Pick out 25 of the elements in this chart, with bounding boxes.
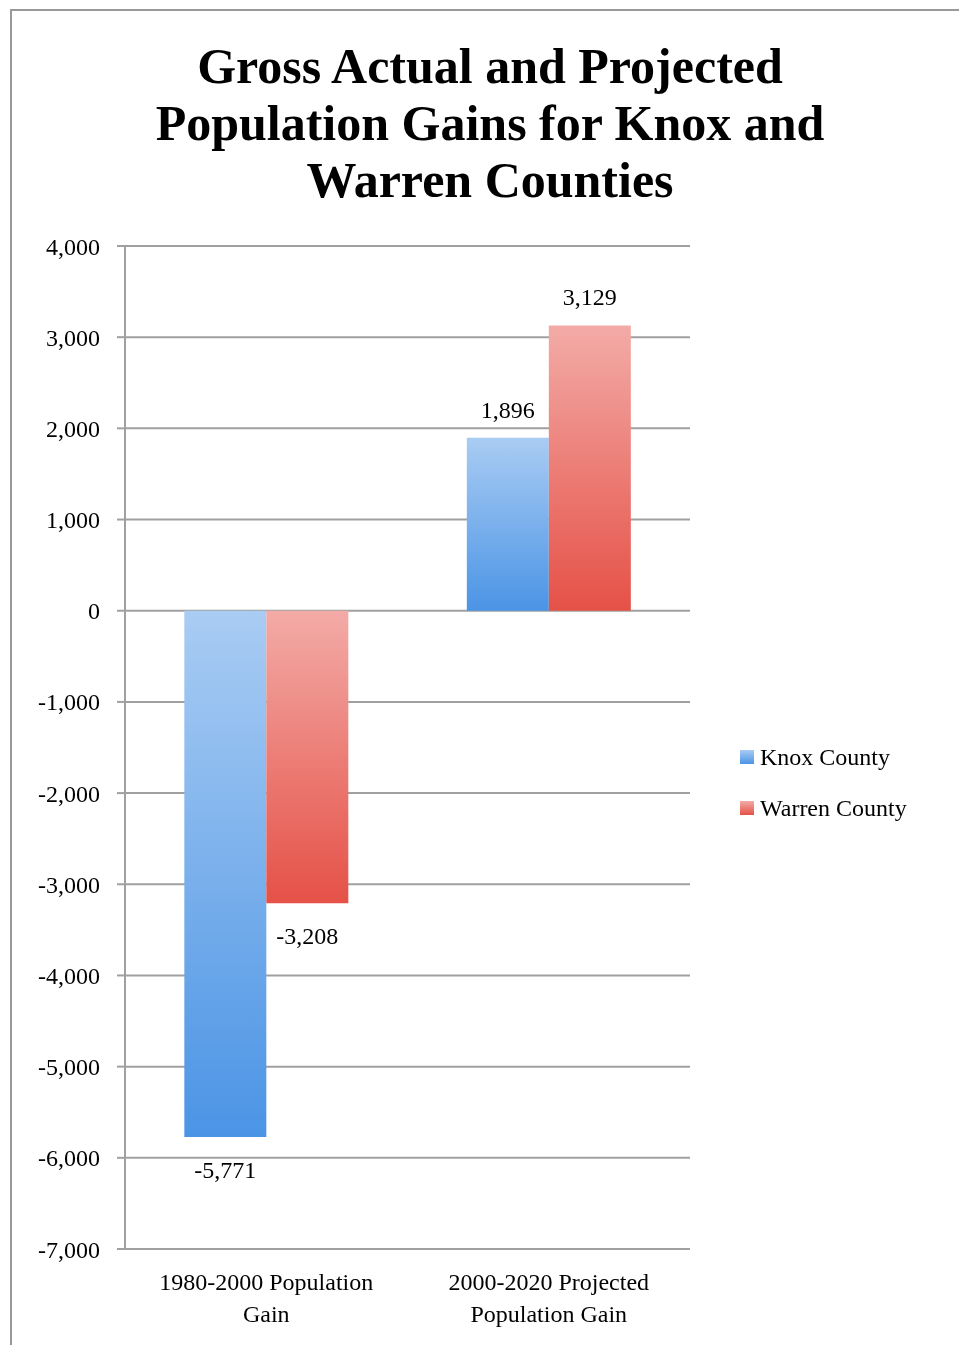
y-tick-label: -3,000 [38, 871, 100, 898]
y-tick-label: -2,000 [38, 780, 100, 807]
y-tick-label: 1,000 [46, 507, 100, 534]
legend-label: Warren County [760, 794, 907, 822]
data-label: -3,208 [276, 923, 339, 950]
y-tick-label: 4,000 [46, 233, 100, 260]
y-tick-label: 2,000 [46, 415, 100, 442]
x-tick-label: 2000-2020 Projected Population Gain [448, 1269, 650, 1327]
y-tick-label: -4,000 [38, 962, 100, 989]
bar [184, 610, 267, 1137]
y-tick-label: -1,000 [38, 689, 100, 716]
x-tick-label: 1980-2000 Population Gain [159, 1269, 374, 1327]
bar [466, 437, 549, 611]
data-label: 1,896 [480, 396, 535, 423]
y-tick-label: 3,000 [46, 324, 100, 351]
y-tick-label: -6,000 [38, 1145, 100, 1172]
bar [548, 325, 631, 611]
y-tick-label: -5,000 [38, 1054, 100, 1081]
y-tick-label: 0 [88, 598, 100, 625]
y-tick-label: -7,000 [38, 1236, 100, 1263]
bar [266, 610, 349, 904]
legend-label: Knox County [760, 743, 891, 771]
data-label: 3,129 [562, 284, 617, 311]
chart-title: Gross Actual and Projected Population Gains for Knox and Warren Counties [154, 38, 826, 209]
data-label: -5,771 [194, 1156, 257, 1183]
